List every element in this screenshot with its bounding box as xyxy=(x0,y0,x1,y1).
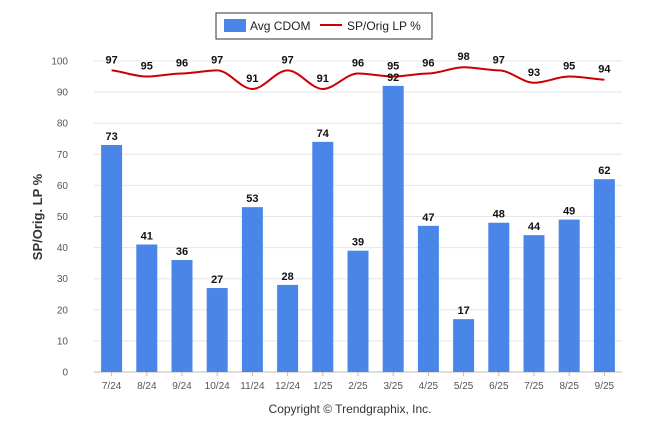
y-axis-title: SP/Orig. LP % xyxy=(30,173,45,260)
y-tick-label: 70 xyxy=(57,150,69,161)
y-tick-label: 60 xyxy=(57,181,69,192)
bar xyxy=(593,179,615,372)
y-tick-label: 10 xyxy=(57,336,69,347)
x-tick-label: 10/24 xyxy=(205,381,230,392)
bar-data-label: 17 xyxy=(457,305,469,317)
y-tick-label: 0 xyxy=(62,368,68,379)
y-tick-label: 100 xyxy=(51,57,68,68)
bar xyxy=(206,288,228,372)
legend-label-bar: Avg CDOM xyxy=(250,19,310,33)
line-data-label: 97 xyxy=(211,54,223,66)
bar xyxy=(488,222,510,372)
bar xyxy=(171,260,193,372)
bar-data-label: 36 xyxy=(176,246,188,258)
x-tick-label: 2/25 xyxy=(348,381,368,392)
bar-data-label: 49 xyxy=(563,206,575,218)
x-tick-label: 7/25 xyxy=(524,381,544,392)
line-data-label: 96 xyxy=(352,57,364,69)
bar-data-label: 73 xyxy=(105,131,117,143)
line-data-label: 98 xyxy=(457,51,469,63)
bar-data-label: 74 xyxy=(317,128,330,140)
x-tick-label: 9/24 xyxy=(172,381,192,392)
x-tick-label: 11/24 xyxy=(240,381,265,392)
line-data-label: 96 xyxy=(176,57,188,69)
x-tick-label: 8/24 xyxy=(137,381,157,392)
line-data-label: 97 xyxy=(281,54,293,66)
x-tick-label: 6/25 xyxy=(489,381,509,392)
bar xyxy=(382,85,404,372)
line-data-label: 97 xyxy=(105,54,117,66)
line-data-label: 91 xyxy=(246,73,258,85)
line-path xyxy=(111,66,605,90)
bar xyxy=(523,235,545,372)
bar-data-label: 28 xyxy=(281,271,293,283)
bar-series xyxy=(101,85,615,372)
bar xyxy=(558,219,580,372)
y-tick-label: 30 xyxy=(57,274,69,285)
legend: Avg CDOM SP/Orig LP % xyxy=(215,12,433,40)
line-data-label: 91 xyxy=(317,73,329,85)
line-data-label: 95 xyxy=(387,61,399,73)
y-tick-label: 90 xyxy=(57,88,69,99)
bar xyxy=(347,250,369,372)
x-tick-label: 5/25 xyxy=(454,381,474,392)
bar-data-label: 39 xyxy=(352,237,364,249)
bar-data-label: 62 xyxy=(598,165,610,177)
bar xyxy=(312,141,334,372)
bar-data-label: 44 xyxy=(528,221,541,233)
y-tick-label: 20 xyxy=(57,305,69,316)
y-tick-label: 40 xyxy=(57,243,69,254)
bar-data-label: 27 xyxy=(211,274,223,286)
line-data-label: 95 xyxy=(141,61,153,73)
bar-data-label: 92 xyxy=(387,72,399,84)
bar xyxy=(241,207,263,372)
y-tick-label: 50 xyxy=(57,212,69,223)
bar xyxy=(417,225,439,372)
x-tick-label: 7/24 xyxy=(102,381,122,392)
line-data-label: 96 xyxy=(422,57,434,69)
bar xyxy=(101,144,123,372)
line-data-label: 95 xyxy=(563,61,575,73)
line-data-label: 97 xyxy=(493,54,505,66)
line-data-label: 94 xyxy=(598,64,611,76)
x-tick-label: 4/25 xyxy=(419,381,439,392)
data-labels: 73 41 36 27 53 28 74 39 92 47 17 48 44 49 62 97 95 96 97 91… xyxy=(105,51,611,317)
bar xyxy=(277,284,299,372)
bar-data-label: 48 xyxy=(493,209,505,221)
x-tick-label: 12/24 xyxy=(275,381,300,392)
line-series xyxy=(111,66,605,90)
bar-data-label: 53 xyxy=(246,193,258,205)
bar-data-label: 41 xyxy=(141,230,153,242)
bar xyxy=(453,319,475,372)
legend-swatch-bar xyxy=(224,19,246,32)
line-data-label: 93 xyxy=(528,67,540,79)
bar-data-label: 47 xyxy=(422,212,434,224)
bar xyxy=(136,244,158,372)
x-tick-label: 3/25 xyxy=(383,381,403,392)
x-tick-label: 8/25 xyxy=(559,381,579,392)
legend-label-line: SP/Orig LP % xyxy=(347,19,421,33)
x-tick-label: 1/25 xyxy=(313,381,333,392)
copyright-footer: Copyright © Trendgraphix, Inc. xyxy=(269,402,432,416)
x-tick-label: 9/25 xyxy=(595,381,615,392)
y-tick-label: 80 xyxy=(57,119,69,130)
